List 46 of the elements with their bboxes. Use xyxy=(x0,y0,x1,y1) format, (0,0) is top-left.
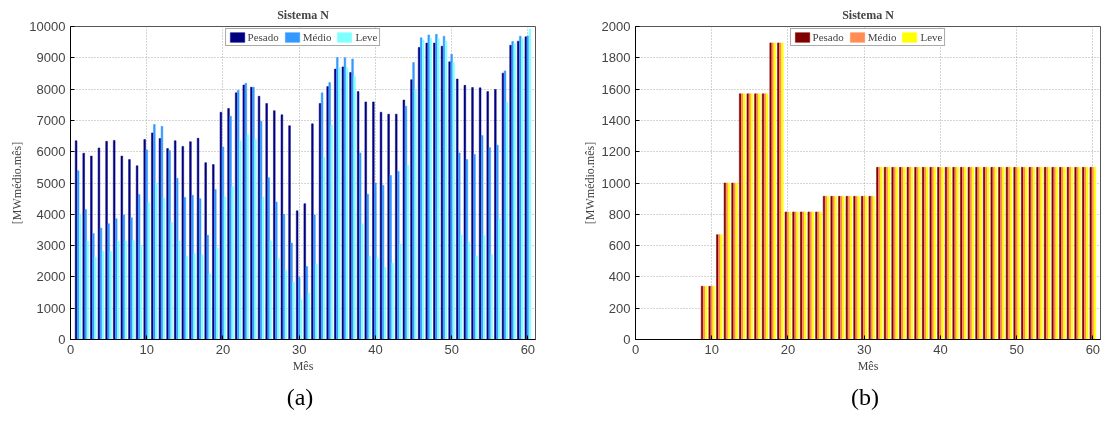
y-tick-label: 1000 xyxy=(36,300,66,316)
x-tick-label: 10 xyxy=(704,341,719,357)
y-tick-label: 800 xyxy=(608,206,631,222)
y-tick-label: 7000 xyxy=(36,112,66,128)
x-tick-label: 60 xyxy=(520,341,536,357)
x-axis-title: Mês xyxy=(857,358,879,373)
y-tick-label: 600 xyxy=(608,238,631,254)
x-tick-label: 30 xyxy=(856,341,872,357)
y-tick-label: 1800 xyxy=(601,50,631,66)
y-tick-label: 1600 xyxy=(601,81,631,97)
y-tick-label: 1000 xyxy=(601,175,631,191)
x-tick-label: 40 xyxy=(368,341,383,357)
y-tick-label: 200 xyxy=(608,300,631,316)
legend-label: Pesado xyxy=(247,31,279,43)
legend-label: Pesado xyxy=(812,31,844,43)
x-tick-label: 10 xyxy=(139,341,154,357)
y-tick-label: 2000 xyxy=(36,269,66,285)
y-tick-label: 1400 xyxy=(601,112,631,128)
legend-label: Leve xyxy=(355,31,378,43)
x-axis-title: Mês xyxy=(292,358,314,373)
y-tick-label: 4000 xyxy=(36,206,66,222)
x-tick-label: 50 xyxy=(444,341,459,357)
y-tick-label: 5000 xyxy=(36,175,66,191)
y-axis-title: [MWmédio.mês] xyxy=(10,141,25,225)
y-tick-label: 400 xyxy=(608,269,631,285)
chart-title: Sistema N xyxy=(277,7,330,22)
y-tick-label: 1200 xyxy=(601,144,631,160)
y-tick-label: 10000 xyxy=(29,19,66,34)
y-tick-label: 8000 xyxy=(36,81,66,97)
y-tick-label: 2000 xyxy=(601,19,631,34)
text: (a) xyxy=(286,383,314,412)
x-tick-label: 60 xyxy=(1085,341,1101,357)
x-tick-label: 20 xyxy=(215,341,231,357)
text: (b) xyxy=(851,383,879,412)
chart-title: Sistema N xyxy=(842,7,895,22)
legend-label: Leve xyxy=(920,31,943,43)
x-tick-label: 20 xyxy=(780,341,796,357)
y-axis-title: [MWmédio.mês] xyxy=(582,141,597,225)
x-tick-label: 30 xyxy=(291,341,307,357)
x-tick-label: 50 xyxy=(1009,341,1024,357)
legend-label: Médio xyxy=(867,31,897,43)
x-tick-label: 40 xyxy=(933,341,948,357)
y-tick-label: 3000 xyxy=(36,238,66,254)
legend-label: Médio xyxy=(302,31,332,43)
y-tick-label: 9000 xyxy=(36,50,66,66)
y-tick-label: 6000 xyxy=(36,144,66,160)
